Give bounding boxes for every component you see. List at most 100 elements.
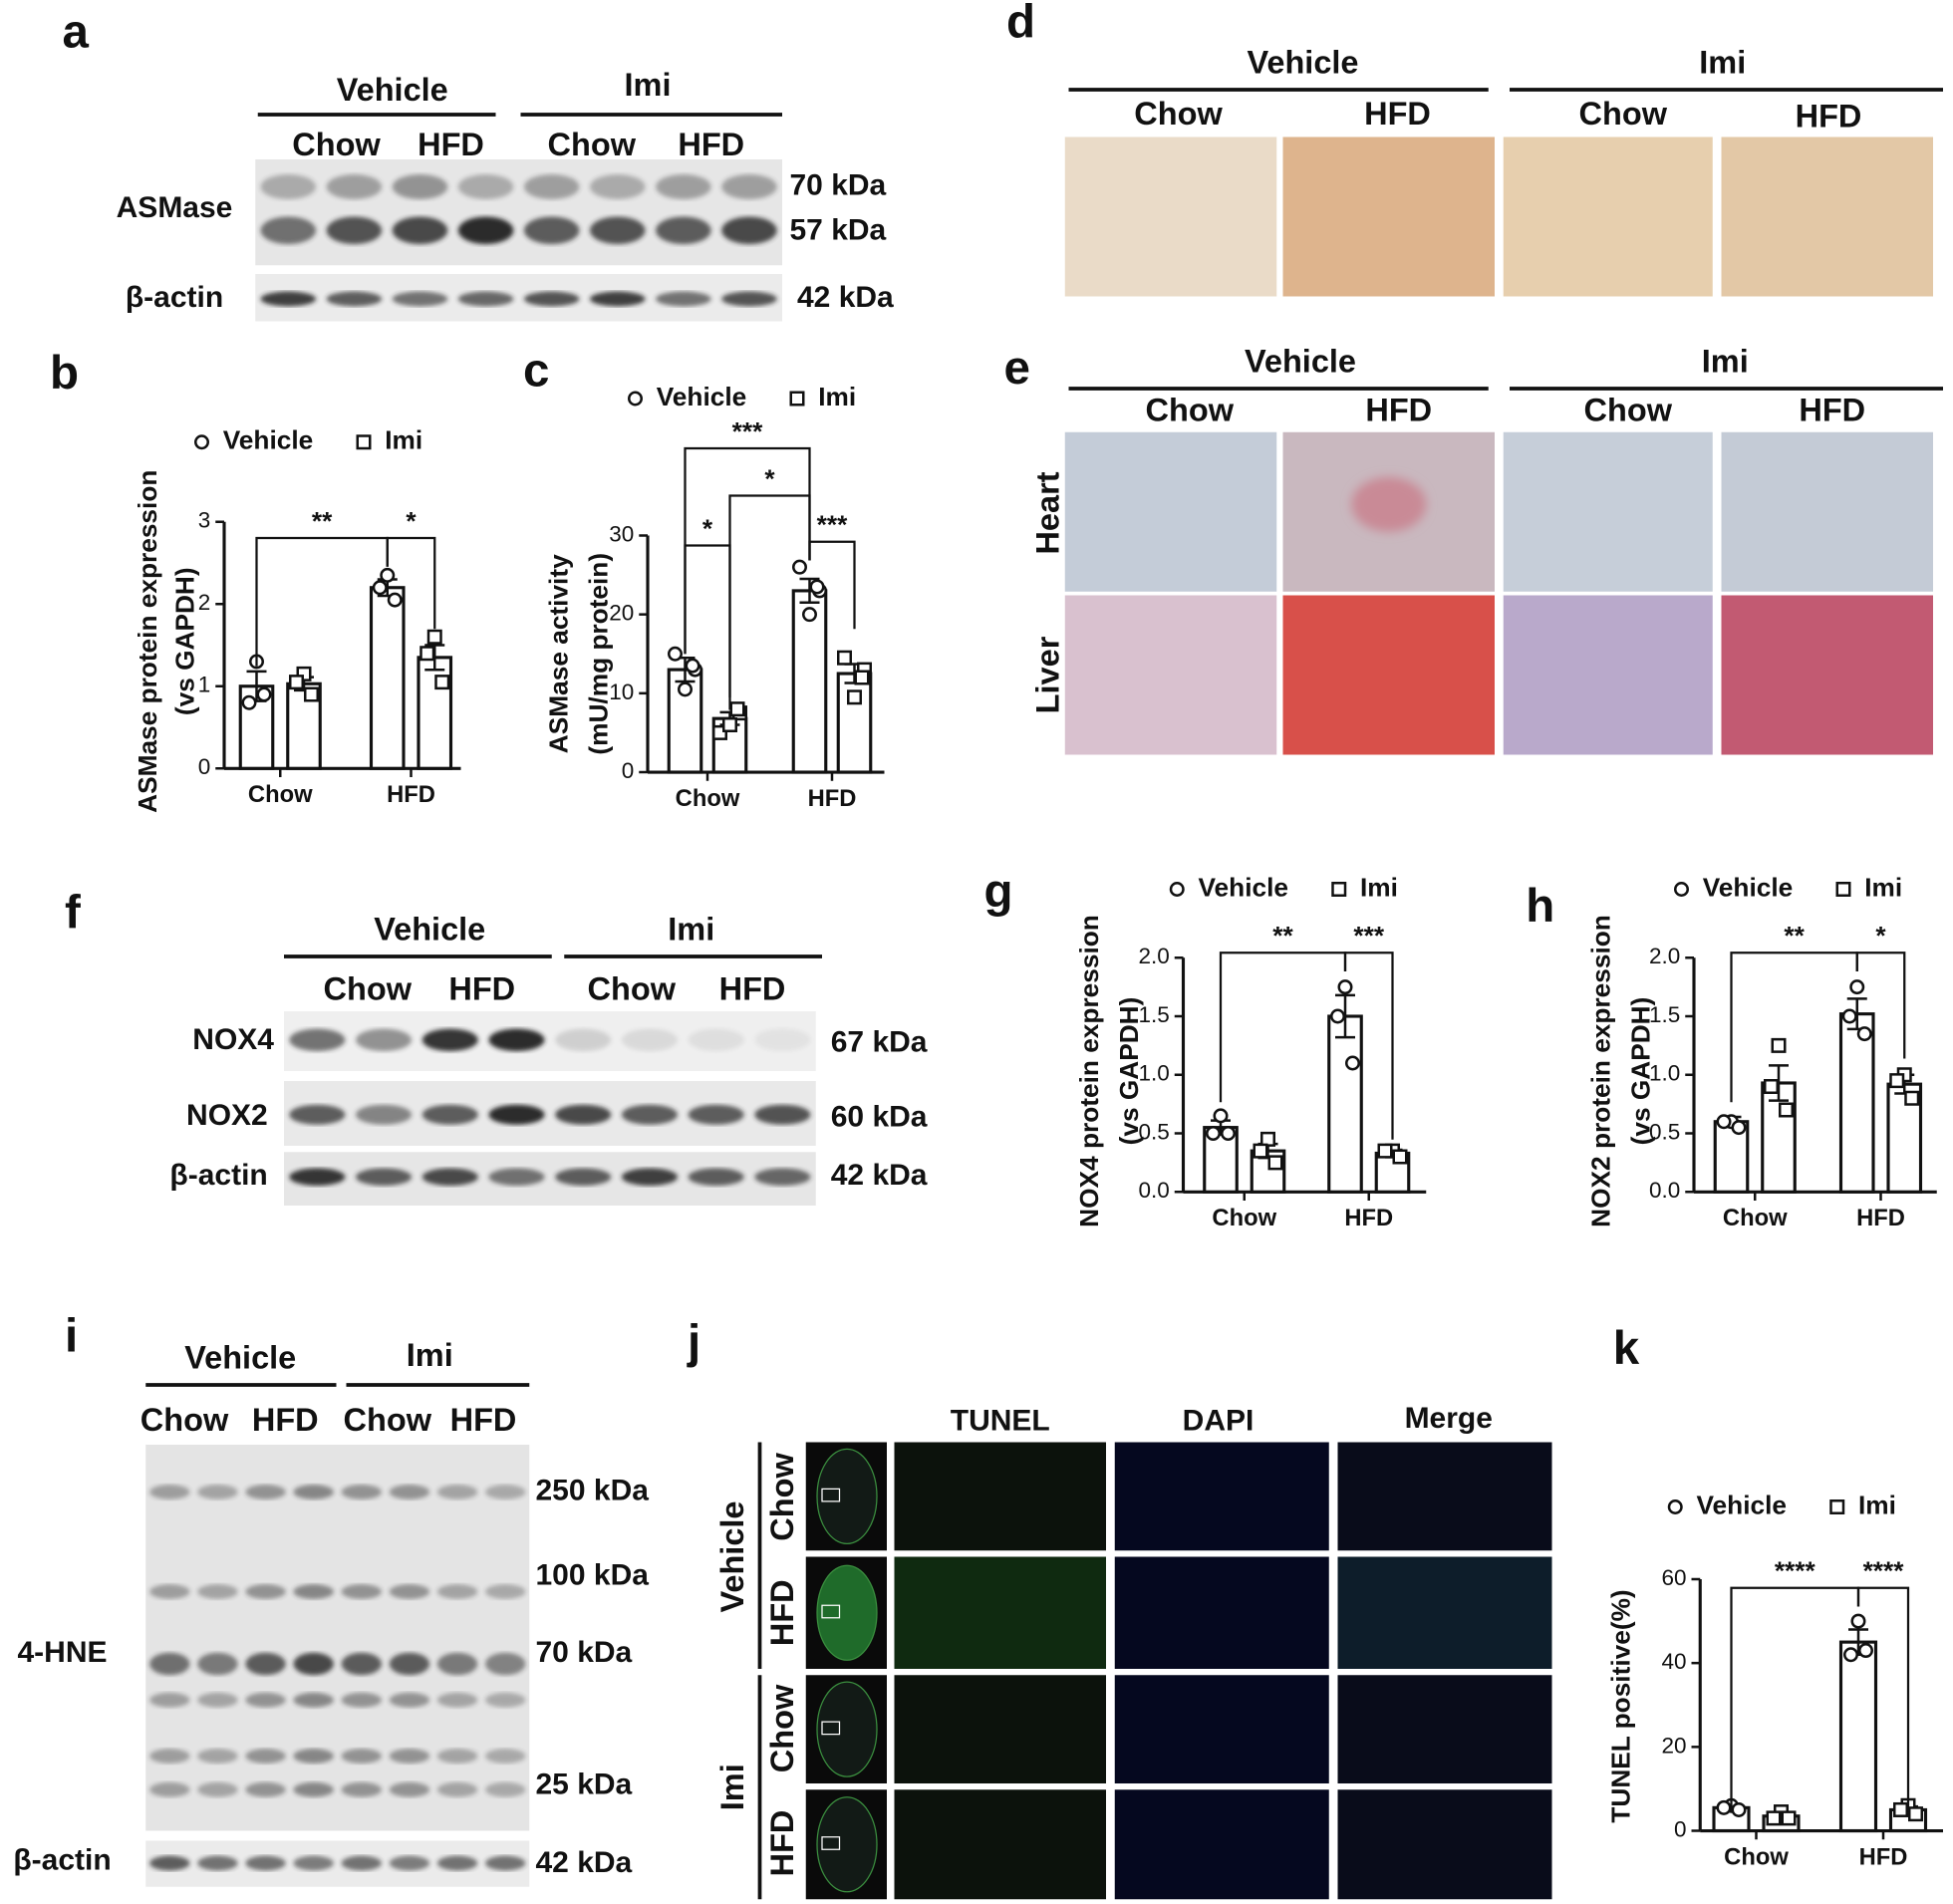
significance-label: ** [312,506,333,536]
tunel-images: TUNEL DAPI Merge Vehicle Imi Chow HFD Ch… [714,1402,1493,1900]
diet-label: HFD [1365,392,1432,427]
blot-band [341,1584,383,1599]
group-label: Imi [1699,45,1746,81]
y-tick-label: 1 [198,673,211,697]
blot-band [341,1781,383,1797]
diet-label: HFD [1364,96,1431,132]
data-point [722,716,738,732]
diet-label: HFD [252,1402,319,1438]
diet-label: Chow [764,1453,800,1541]
fluorescence-image [894,1789,1106,1900]
significance-bracket [386,536,436,630]
x-tick-label: Chow [1723,1205,1788,1231]
row-label: ASMase [117,191,233,224]
diet-label: Chow [548,127,637,162]
significance-label: * [702,513,713,543]
panel-letter: h [1526,880,1554,933]
diet-label: Chow [764,1684,800,1772]
data-point [1344,1055,1360,1071]
data-point [1205,1125,1221,1141]
blot-band [149,1749,190,1764]
bar [369,586,406,770]
data-point [289,675,305,690]
panel-letter: f [65,886,81,939]
blot-band [341,1749,383,1764]
heart-outline [816,1448,878,1544]
data-point [1849,979,1865,995]
blot-band [484,1781,526,1797]
diet-label: Chow [292,127,381,162]
blot-band [590,216,646,244]
diet-label: Chow [1134,96,1223,132]
size-label: 60 kDa [831,1100,928,1133]
diet-label: Chow [324,971,413,1007]
blot-band [245,1781,286,1797]
significance-bracket [255,536,389,667]
blot-band [656,216,711,244]
legend-marker [1673,881,1689,897]
y-tick-label: 0.5 [1138,1119,1169,1144]
data-point [668,646,684,662]
size-label: 67 kDa [831,1025,928,1058]
row-label: 4-HNE [17,1636,107,1669]
blot-band [197,1584,238,1599]
blot-band [484,1652,526,1676]
data-point [426,629,442,645]
size-label: 70 kDa [536,1636,633,1669]
histology-image [1064,595,1277,755]
blot-band [484,1855,526,1871]
y-axis-label: (vs GAPDH) [1114,997,1144,1146]
diet-label: Chow [344,1402,432,1438]
blot-band [421,1168,478,1186]
blot-band [197,1781,238,1797]
diet-label: Chow [1584,392,1673,427]
y-tick-label: 0.0 [1649,1178,1680,1203]
blot-band [341,1485,383,1499]
x-tick-label: Chow [248,781,313,808]
y-tick-label: 40 [1661,1649,1686,1674]
fluorescence-image [1337,1442,1552,1551]
panel-letter: j [687,1316,700,1369]
diet-label: HFD [1799,392,1865,427]
data-point [1731,1801,1747,1817]
x-tick-label: HFD [1859,1843,1908,1870]
blot-band [590,291,646,307]
blot-band [436,1855,478,1871]
blot-band [484,1749,526,1764]
column-label: TUNEL [951,1404,1050,1437]
diet-label: HFD [719,971,786,1007]
blot-membrane [255,159,783,266]
y-tick-label: 30 [609,521,634,546]
blot-band [341,1855,383,1871]
size-label: 100 kDa [536,1558,650,1591]
blot-band [293,1652,334,1676]
diet-label: HFD [1796,98,1862,134]
data-point [1842,1647,1858,1663]
significance-bracket [684,544,731,697]
histology-image [1282,136,1495,297]
significance-label: * [1875,921,1886,951]
blot-band [245,1652,286,1676]
panel-letter: c [523,345,549,398]
blot-band [555,1028,612,1051]
data-point [1267,1155,1283,1171]
diet-label: HFD [678,127,744,162]
legend-label: Imi [1858,1490,1896,1519]
diet-label: Chow [140,1402,229,1438]
blot-band [149,1652,190,1676]
heart-outline [816,1796,878,1893]
blot-band [197,1652,238,1676]
significance-bracket [684,446,811,655]
significance-bracket [808,540,856,630]
size-label: 25 kDa [536,1768,633,1800]
stain [1351,476,1427,532]
histology-image [1064,136,1277,297]
histology-image [1721,431,1933,592]
blot-band [389,1781,430,1797]
data-point [1907,1806,1923,1822]
fluorescence-image [894,1675,1106,1783]
column-label: Merge [1405,1402,1493,1435]
blot-band [149,1781,190,1797]
group-label: Imi [625,67,672,103]
histology-image [1282,595,1495,755]
